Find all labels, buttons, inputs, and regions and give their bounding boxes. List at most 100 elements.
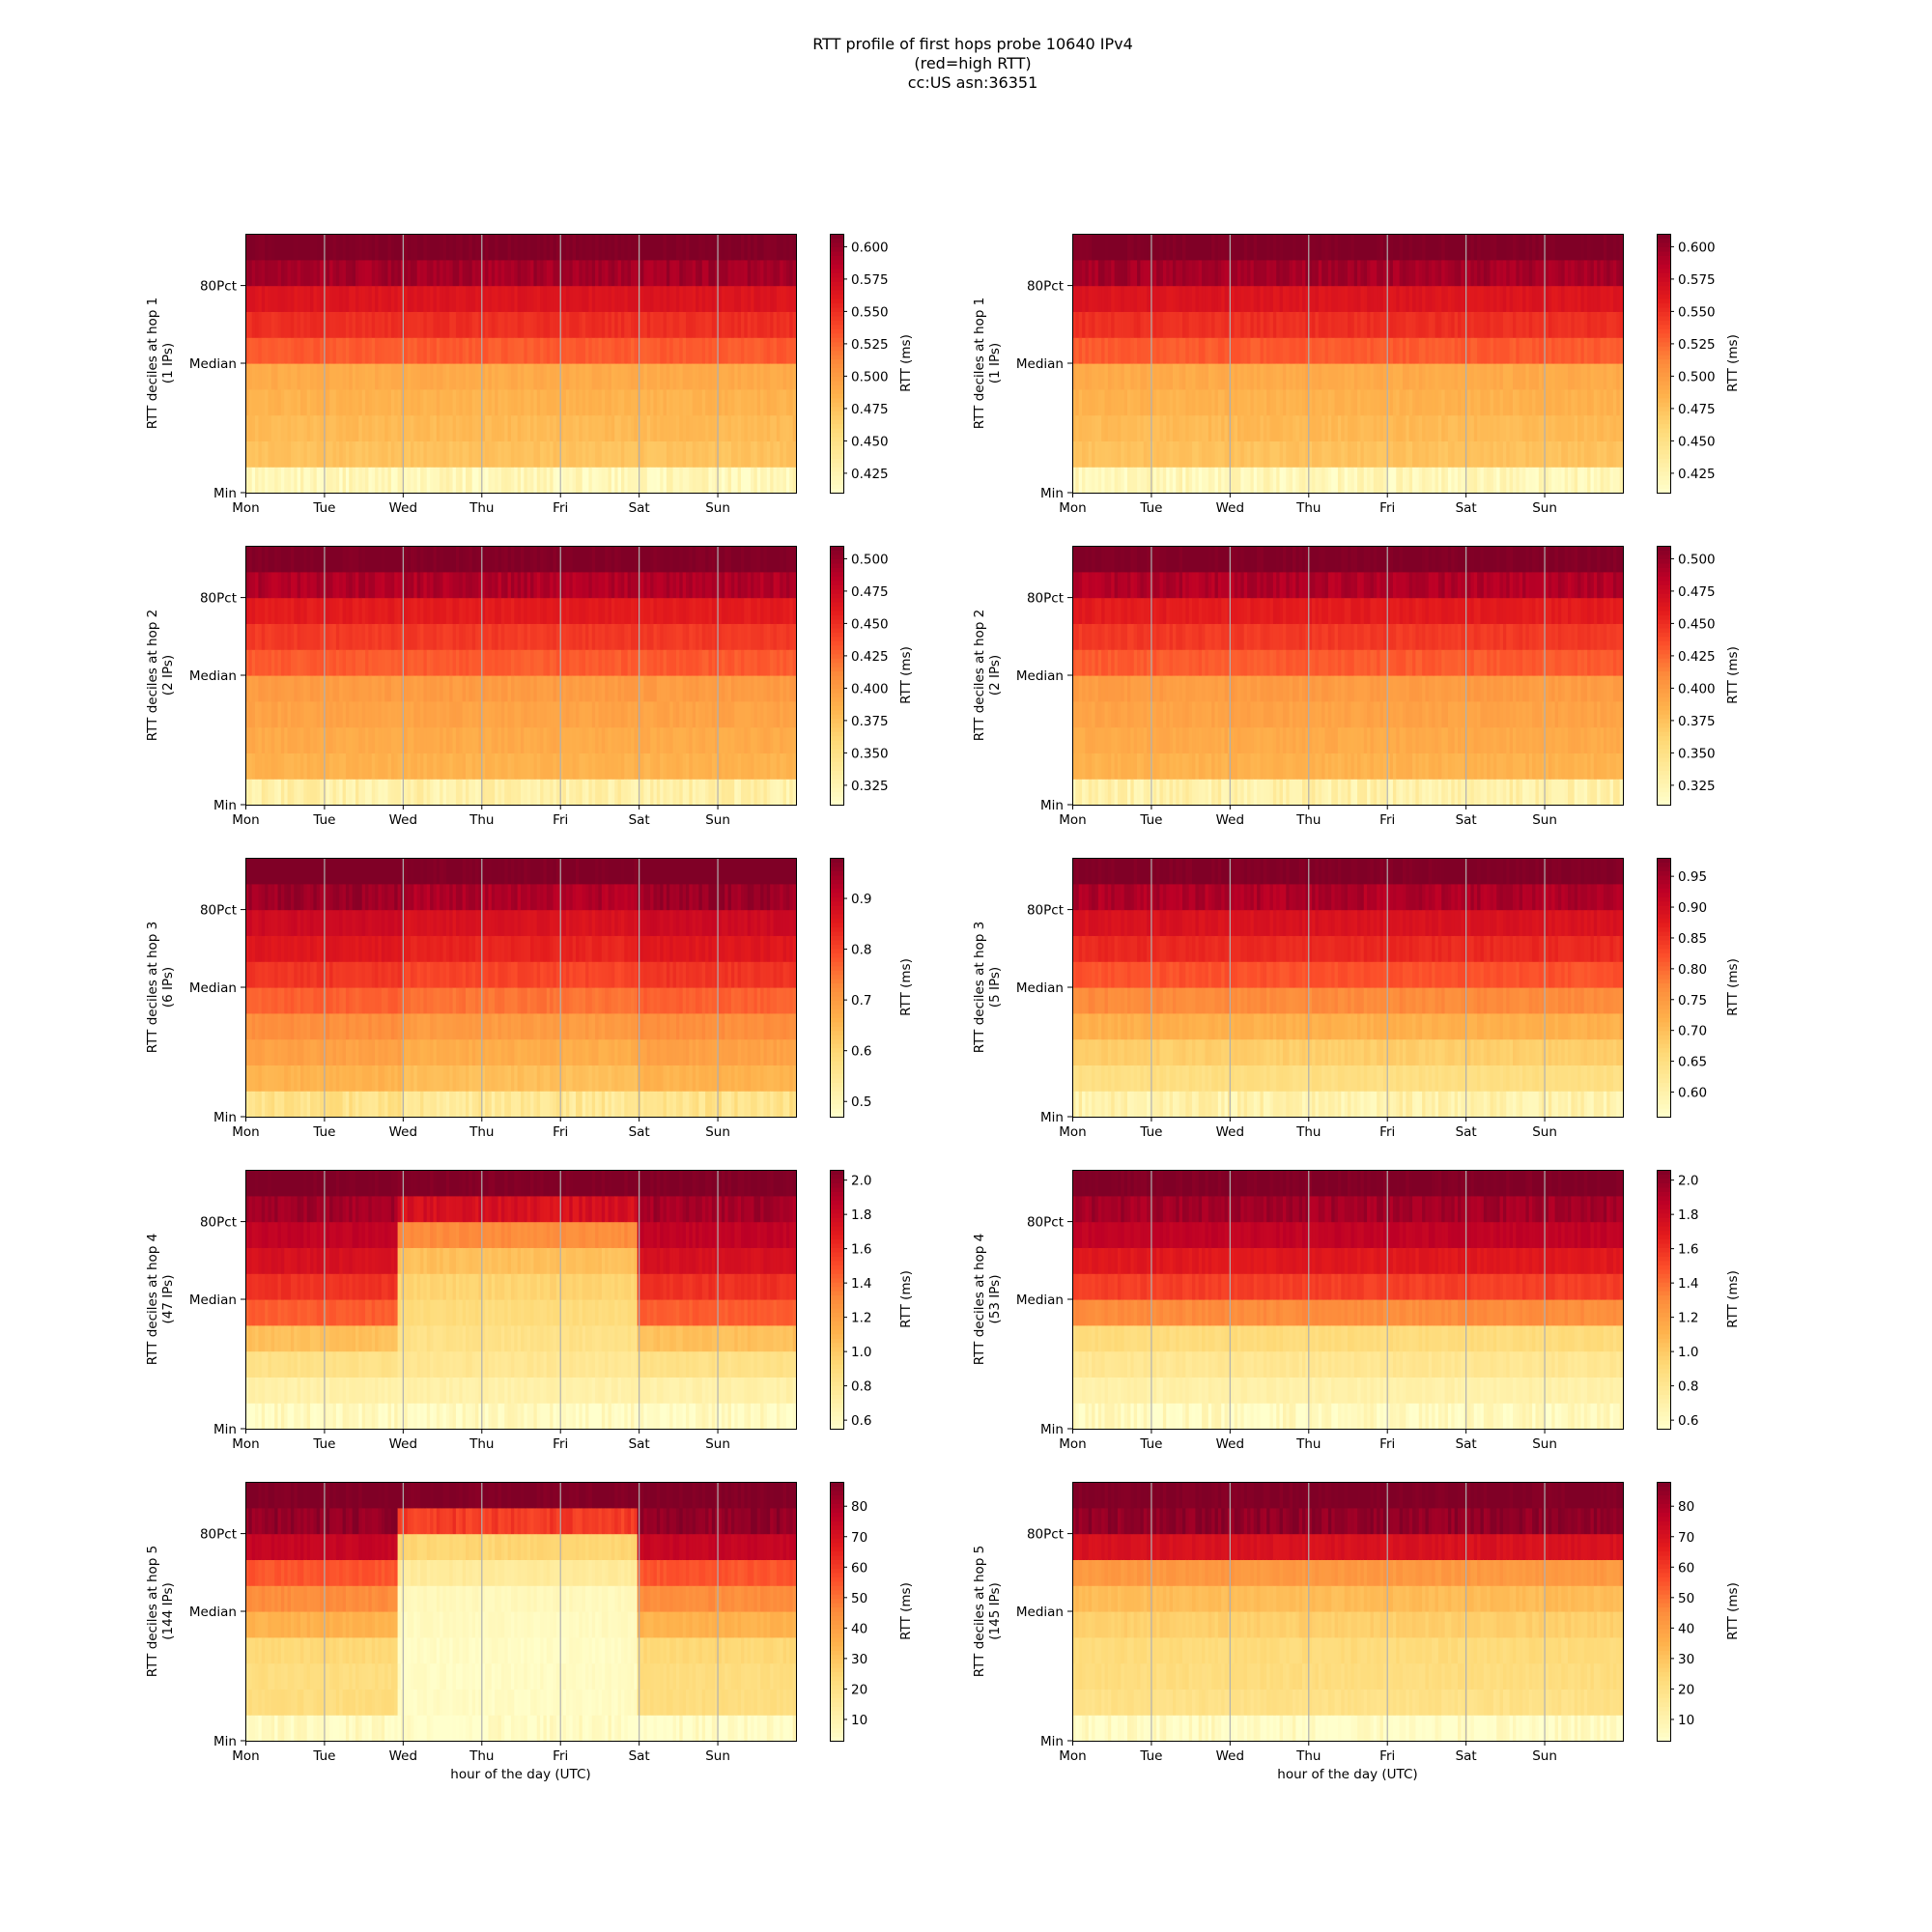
heatmap-cell (481, 571, 486, 599)
heatmap-cell (1072, 311, 1076, 338)
heatmap-cell (1156, 363, 1161, 390)
heatmap-cell (1379, 388, 1384, 416)
heatmap-cell (585, 726, 590, 753)
heatmap-cell (653, 726, 658, 753)
heatmap-cell (442, 388, 447, 416)
heatmap-cell (277, 285, 282, 312)
heatmap-cell (265, 440, 270, 468)
heatmap-cell (500, 337, 505, 364)
heatmap-cell (718, 259, 723, 287)
heatmap-cell (1499, 363, 1504, 390)
heatmap-cell (1470, 337, 1475, 364)
heatmap-cell (268, 388, 272, 416)
heatmap-cell (371, 467, 376, 494)
heatmap-cell (277, 414, 282, 441)
heatmap-cell (306, 649, 311, 676)
heatmap-cell (533, 388, 538, 416)
heatmap-cell (445, 675, 450, 702)
heatmap-cell (1538, 337, 1543, 364)
heatmap-cell (478, 414, 483, 441)
heatmap-cell (708, 467, 713, 494)
heatmap-cell (1545, 388, 1549, 416)
heatmap-cell (1166, 234, 1171, 261)
heatmap-cell (1548, 311, 1552, 338)
heatmap-cell (1583, 467, 1588, 494)
heatmap-cell (565, 649, 570, 676)
heatmap-cell (663, 363, 668, 390)
colorbar-segment (830, 488, 843, 494)
heatmap-cell (1221, 234, 1226, 261)
heatmap-cell (261, 311, 266, 338)
heatmap-cell (1211, 440, 1216, 468)
heatmap-cell (306, 675, 311, 702)
heatmap-cell (1257, 363, 1262, 390)
heatmap-cell (445, 363, 450, 390)
heatmap-cell (416, 363, 421, 390)
heatmap-cell (255, 571, 260, 599)
heatmap-cell (384, 388, 389, 416)
heatmap-cell (579, 440, 583, 468)
heatmap-cell (280, 675, 285, 702)
heatmap-cell (313, 700, 318, 728)
heatmap-cell (526, 623, 531, 650)
heatmap-cell (526, 234, 531, 261)
colorbar-segment (1657, 315, 1670, 321)
heatmap-cell (375, 779, 380, 806)
heatmap-cell (760, 440, 765, 468)
heatmap-cell (500, 259, 505, 287)
heatmap-cell (614, 546, 619, 573)
heatmap-cell (316, 285, 321, 312)
heatmap-cell (721, 285, 725, 312)
heatmap-cell (411, 234, 414, 261)
heatmap-cell (1557, 311, 1562, 338)
heatmap-cell (1293, 285, 1296, 312)
heatmap-cell (1211, 285, 1216, 312)
heatmap-cell (478, 388, 483, 416)
heatmap-cell (420, 571, 425, 599)
heatmap-cell (653, 546, 658, 573)
heatmap-cell (666, 675, 670, 702)
heatmap-cell (789, 440, 794, 468)
heatmap-cell (404, 388, 409, 416)
heatmap-cell (1616, 440, 1621, 468)
heatmap-cell (394, 285, 399, 312)
heatmap-cell (741, 440, 745, 468)
heatmap-cell (1269, 337, 1274, 364)
heatmap-cell (627, 546, 632, 573)
heatmap-cell (1308, 259, 1313, 287)
heatmap-cell (588, 675, 593, 702)
heatmap-cell (1467, 440, 1472, 468)
colorbar-segment (1657, 332, 1670, 338)
heatmap-cell (277, 546, 282, 573)
heatmap-cell (689, 440, 694, 468)
heatmap-cell (1444, 311, 1449, 338)
heatmap-cell (423, 546, 428, 573)
colorbar-segment (830, 264, 843, 270)
heatmap-cell (455, 311, 460, 338)
heatmap-cell (1382, 337, 1387, 364)
heatmap-cell (550, 285, 554, 312)
heatmap-cell (517, 597, 522, 624)
heatmap-cell (452, 623, 457, 650)
heatmap-cell (1522, 363, 1527, 390)
heatmap-cell (497, 546, 502, 573)
heatmap-cell (562, 414, 567, 441)
heatmap-cell (1334, 234, 1339, 261)
heatmap-cell (1606, 311, 1611, 338)
heatmap-cell (634, 363, 639, 390)
heatmap-cell (1516, 285, 1520, 312)
heatmap-cell (413, 753, 418, 780)
heatmap-cell (423, 259, 428, 287)
heatmap-cell (1121, 337, 1125, 364)
heatmap-cell (672, 234, 677, 261)
heatmap-cell (310, 388, 315, 416)
heatmap-cell (430, 700, 435, 728)
heatmap-cell (488, 414, 493, 441)
heatmap-cell (407, 571, 412, 599)
heatmap-cell (1257, 311, 1262, 338)
heatmap-cell (433, 726, 438, 753)
heatmap-cell (355, 311, 359, 338)
heatmap-cell (1104, 234, 1109, 261)
heatmap-cell (471, 779, 476, 806)
heatmap-cell (1597, 363, 1602, 390)
